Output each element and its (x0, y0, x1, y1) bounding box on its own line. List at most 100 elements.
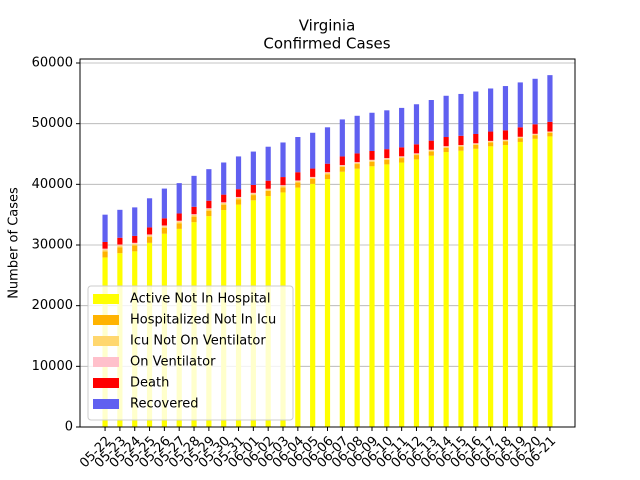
bar-segment (250, 184, 256, 193)
bar-segment (221, 194, 227, 203)
bar-segment (443, 95, 449, 138)
bar-segment (547, 131, 553, 133)
bar-segment (547, 136, 553, 427)
legend-swatch (93, 357, 119, 367)
bar-segment (295, 182, 301, 188)
bar-segment (532, 135, 538, 139)
bar-segment (161, 228, 167, 234)
bar-segment (265, 190, 271, 197)
plot-frame (79, 58, 576, 428)
bar-segment (369, 112, 375, 151)
bar-segment (517, 127, 523, 137)
bar-segment (339, 156, 345, 166)
bar-segment (369, 160, 375, 162)
bar-segment (295, 137, 301, 173)
bar-segment (443, 147, 449, 152)
bar-segment (399, 156, 405, 157)
bar-segment (547, 121, 553, 132)
legend-box (87, 285, 294, 421)
bar-segment (161, 225, 167, 227)
bar-segment (413, 159, 420, 427)
bar-segment (473, 144, 479, 149)
bar-segment (324, 179, 331, 427)
bar-segment (117, 245, 123, 248)
bar-segment (146, 198, 153, 228)
legend-swatch (93, 294, 119, 304)
bar-segment (132, 245, 138, 252)
bar-segment (310, 132, 316, 169)
bar-segment (488, 141, 494, 143)
bar-segment (443, 146, 449, 148)
bar-segment (428, 151, 434, 156)
bar-segment (265, 188, 271, 190)
bar-segment (102, 241, 108, 249)
bar-segment (384, 159, 390, 165)
bar-segment (502, 145, 509, 428)
bar-segment (324, 172, 331, 175)
bar-segment (354, 162, 360, 163)
legend-label: Icu Not On Ventilator (130, 334, 266, 349)
bar-segment (473, 91, 479, 134)
bar-segment (532, 124, 538, 134)
chart-subtitle: Confirmed Cases (263, 35, 390, 53)
legend-swatch (93, 336, 119, 346)
bar-segment (339, 171, 345, 427)
bar-segment (250, 192, 256, 194)
bar-segment (517, 82, 523, 128)
bar-segment (354, 153, 360, 163)
bar-segment (517, 137, 523, 139)
bar-segment (324, 172, 331, 173)
bar-segment (221, 202, 227, 204)
bar-segment (146, 235, 153, 238)
bar-segment (384, 158, 390, 159)
bar-segment (458, 93, 464, 136)
bar-segment (280, 177, 286, 186)
bar-segment (502, 140, 509, 142)
legend-label: On Ventilator (130, 355, 216, 370)
bar-segment (176, 213, 182, 221)
bar-segment (488, 142, 494, 147)
bar-segment (295, 172, 301, 181)
bar-segment (399, 156, 405, 159)
bar-segment (413, 155, 420, 160)
legend-label: Active Not In Hospital (130, 292, 271, 307)
bar-segment (458, 145, 464, 147)
bar-segment (206, 200, 212, 209)
bar-segment (206, 208, 212, 210)
bar-segment (399, 158, 405, 163)
bar-segment (310, 176, 316, 178)
y-tick-label: 30000 (32, 238, 73, 253)
bar-segment (428, 150, 434, 152)
bar-segment (235, 196, 242, 198)
bar-segment (547, 75, 553, 122)
bar-segment (102, 251, 108, 258)
bar-segment (280, 185, 286, 186)
bar-segment (176, 183, 182, 214)
bar-segment (280, 142, 286, 178)
bar-segment (473, 133, 479, 144)
bar-segment (443, 151, 449, 427)
bar-segment (399, 162, 405, 427)
bar-segment (369, 161, 375, 167)
bar-segment (547, 132, 553, 137)
bar-segment (443, 137, 449, 147)
y-tick-label: 20000 (32, 298, 73, 313)
legend: Active Not In Hospital Hospitalized Not I… (87, 285, 294, 421)
legend-swatch (93, 315, 119, 325)
bar-segment (295, 181, 301, 183)
bar-segment (161, 218, 167, 226)
bar-segment (517, 141, 523, 427)
bar-segment (235, 189, 242, 197)
bar-segment (369, 166, 375, 428)
bar-segment (191, 206, 197, 215)
bar-segment (191, 175, 197, 207)
bar-segment (502, 141, 509, 146)
bar-segment (206, 209, 212, 211)
bar-segment (488, 146, 494, 427)
legend-swatch (93, 399, 119, 409)
y-axis-label: Number of Cases (7, 187, 22, 299)
bar-segment (102, 248, 108, 250)
legend-swatch (93, 378, 119, 388)
bar-segment (265, 146, 271, 181)
bar-segment (176, 223, 182, 229)
